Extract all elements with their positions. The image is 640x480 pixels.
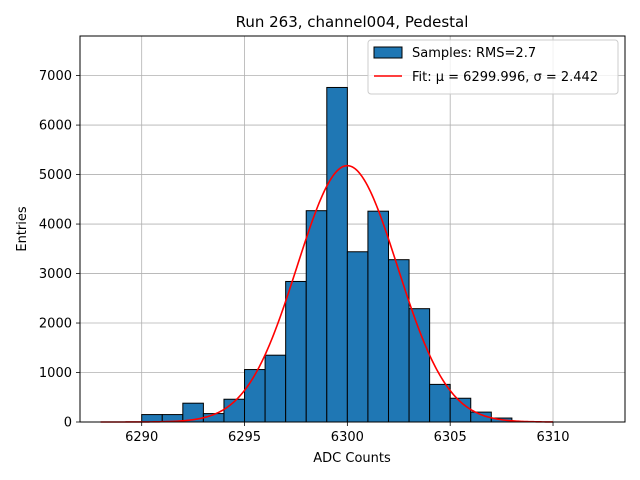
histogram-bar-14 <box>429 383 451 423</box>
chart-title: Run 263, channel004, Pedestal <box>236 13 469 31</box>
histogram-bar-13 <box>408 308 431 423</box>
y-tick-label-1: 1000 <box>39 366 72 381</box>
histogram-bar-5 <box>244 369 266 423</box>
y-tick-label-6: 6000 <box>39 119 72 134</box>
fit-curve-group <box>100 164 554 423</box>
x-tick-label-4: 6310 <box>536 430 569 445</box>
y-tick-label-2: 2000 <box>39 317 72 332</box>
legend-label-fit: Fit: μ = 6299.996, σ = 2.442 <box>412 70 598 85</box>
y-axis-ticks: 0 1000 2000 3000 4000 5000 6000 7000 <box>39 69 80 431</box>
histogram-bar-9 <box>326 86 348 423</box>
histogram-bars <box>141 86 513 423</box>
x-tick-label-0: 6290 <box>125 430 158 445</box>
x-axis-label: ADC Counts <box>313 451 391 466</box>
y-tick-label-3: 3000 <box>39 267 72 282</box>
y-tick-label-0: 0 <box>64 416 72 431</box>
legend-swatch-samples <box>373 46 403 59</box>
legend-box <box>367 39 619 95</box>
histogram-bar-12 <box>387 259 410 423</box>
x-tick-label-3: 6305 <box>434 430 467 445</box>
histogram-bar-0 <box>141 414 163 423</box>
histogram-bar-10 <box>346 251 369 423</box>
histogram-bar-6 <box>264 354 287 423</box>
y-tick-label-7: 7000 <box>39 69 72 84</box>
x-tick-label-1: 6295 <box>228 430 261 445</box>
histogram-bar-7 <box>285 280 307 423</box>
legend: Samples: RMS=2.7 Fit: μ = 6299.996, σ = … <box>367 39 619 95</box>
plot-frame <box>79 35 626 423</box>
y-tick-label-4: 4000 <box>39 218 72 233</box>
histogram-bar-11 <box>367 210 389 423</box>
y-tick-label-5: 5000 <box>39 168 72 183</box>
x-tick-label-2: 6300 <box>331 430 364 445</box>
legend-label-samples: Samples: RMS=2.7 <box>412 46 536 61</box>
x-axis-ticks: 6290 6295 6300 6305 6310 <box>125 422 570 445</box>
y-axis-label: Entries <box>15 206 30 252</box>
fit-curve <box>100 164 554 423</box>
histogram-bar-8 <box>305 210 328 423</box>
